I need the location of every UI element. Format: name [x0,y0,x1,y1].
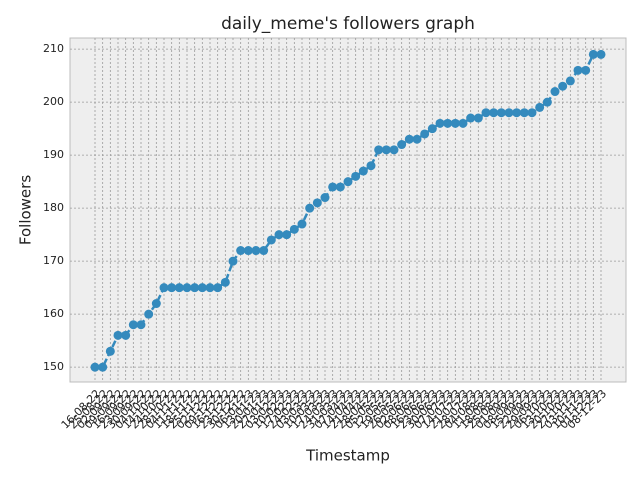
data-point [358,166,368,176]
data-point [335,182,345,192]
data-point [305,203,315,213]
data-point [289,224,299,234]
data-point [266,235,276,245]
data-point [519,108,529,118]
data-point [213,283,223,293]
y-tick-label: 150 [43,360,64,373]
data-point [535,102,545,112]
data-point [381,145,391,155]
data-point [236,246,246,256]
data-point [159,283,169,293]
data-point [473,113,483,123]
data-point [420,129,430,139]
data-point [136,320,146,330]
y-tick-label: 200 [43,95,64,108]
data-point [581,65,591,75]
data-point [205,283,215,293]
data-point [489,108,499,118]
y-tick-label: 190 [43,148,64,161]
data-point [512,108,522,118]
data-point [174,283,184,293]
data-point [412,134,422,144]
data-point [182,283,192,293]
x-axis-label: Timestamp [305,447,390,465]
y-tick-label: 210 [43,42,64,55]
data-point [550,87,560,97]
data-point [220,277,230,287]
chart-title: daily_meme's followers graph [221,14,475,34]
data-point [121,330,131,340]
y-tick-label: 170 [43,254,64,267]
data-point [397,140,407,150]
data-point [167,283,177,293]
data-point [228,256,238,266]
data-point [427,124,437,134]
data-point [450,118,460,128]
data-point [144,309,154,319]
data-point [435,118,445,128]
data-point [389,145,399,155]
data-point [190,283,200,293]
data-point [251,246,261,256]
data-point [565,76,575,86]
data-point [504,108,514,118]
data-point [98,362,108,372]
y-tick-label: 160 [43,307,64,320]
data-point [105,346,115,356]
y-axis-label: Followers [17,175,35,245]
data-point [404,134,414,144]
data-point [573,65,583,75]
data-point [113,330,123,340]
data-point [312,198,322,208]
data-point [558,81,568,91]
data-point [259,246,269,256]
data-point [343,177,353,187]
data-point [274,230,284,240]
data-point [197,283,207,293]
data-point [128,320,138,330]
data-point [443,118,453,128]
y-tick-label: 180 [43,201,64,214]
data-point [496,108,506,118]
data-point [243,246,253,256]
data-point [588,49,598,59]
data-point [542,97,552,107]
data-point [297,219,307,229]
data-point [320,193,330,203]
data-point [328,182,338,192]
data-point [374,145,384,155]
data-point [90,362,100,372]
data-point [596,49,606,59]
data-point [466,113,476,123]
data-point [527,108,537,118]
data-point [366,161,376,171]
data-point [481,108,491,118]
data-point [151,299,161,309]
data-point [351,171,361,181]
data-point [458,118,468,128]
data-point [282,230,292,240]
